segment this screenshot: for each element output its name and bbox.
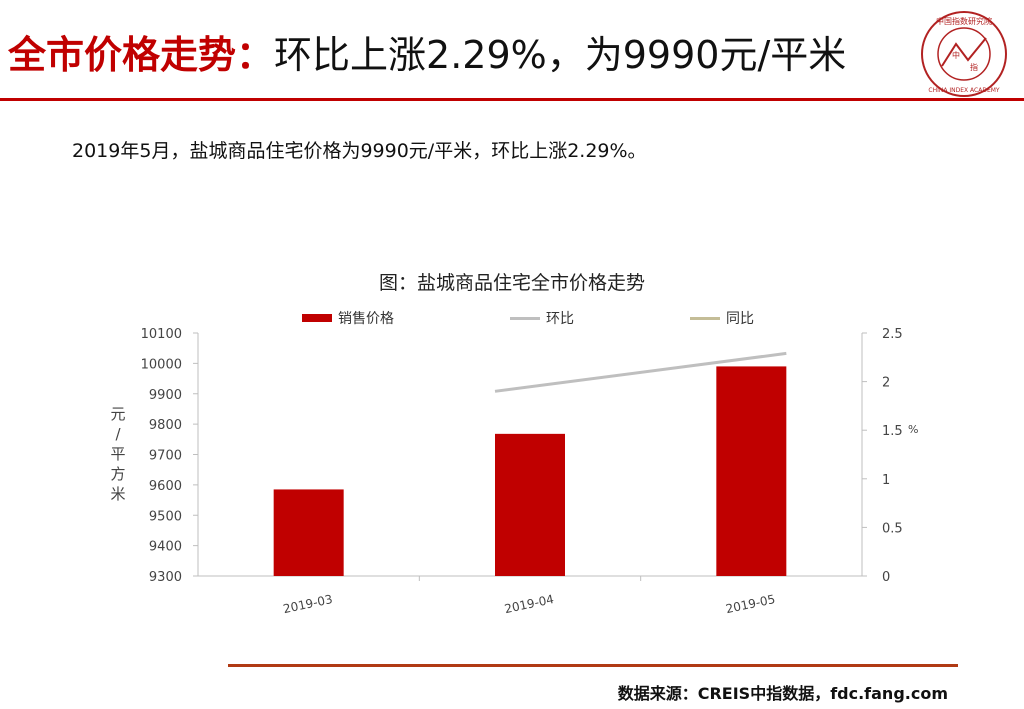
y2-tick-label: 0 [882,570,890,585]
page-title-main: 全市价格走势： [8,33,275,77]
y2-tick-label: 1.5 [882,424,903,439]
page-title-rest: 环比上涨2.29%，为9990元/平米 [274,33,847,77]
page-title: 全市价格走势：环比上涨2.29%，为9990元/平米 [8,24,846,80]
y-tick-label: 9400 [149,540,182,555]
legend-swatch-price [302,314,332,322]
legend-item-mom: 环比 [510,308,574,328]
y2-tick-label: 0.5 [882,521,903,536]
legend-swatch-yoy [690,316,720,320]
summary-text: 2019年5月，盐城商品住宅价格为9990元/平米，环比上涨2.29%。 [72,140,647,162]
logo-text-top: 中国指数研究院 [936,16,992,26]
y-tick-label: 9900 [149,388,182,403]
chart-bars [273,366,787,576]
x-tick-label: 2019-04 [503,592,555,616]
logo-text-bottom: CHINA INDEX ACADEMY [928,87,1000,94]
bar-price-2019-05 [716,366,787,576]
data-source: 数据来源：CREIS中指数据，fdc.fang.com [617,684,948,703]
bar-price-2019-03 [273,489,344,576]
y-axis-label: 元 / 平方米 [110,404,126,504]
y-tick-label: 9700 [149,449,182,464]
chart-title: 图：盐城商品住宅全市价格走势 [378,272,645,294]
y-tick-label: 9600 [149,479,182,494]
y-tick-label: 9300 [149,570,182,585]
legend-swatch-mom [510,316,540,320]
header-divider [0,98,1024,101]
y-tick-label: 10000 [141,357,182,372]
china-index-academy-logo: 中国指数研究院 CHINA INDEX ACADEMY 中 指 [921,11,1007,97]
y-tick-label: 10100 [141,327,182,342]
logo-center-right: 指 [970,62,978,72]
logo-center-left: 中 [952,50,960,60]
y-tick-label: 9500 [149,509,182,524]
y2-tick-label: 1 [882,473,890,488]
y-tick-label: 9800 [149,418,182,433]
y2-tick-label: 2 [882,376,890,391]
legend-item-yoy: 同比 [690,308,754,328]
y2-axis-unit: % [908,423,918,436]
bar-price-2019-04 [495,433,565,576]
footer-divider [228,664,958,667]
legend-item-price: 销售价格 [302,308,394,328]
legend-label-price: 销售价格 [338,311,394,327]
legend-label-yoy: 同比 [726,311,754,327]
legend-label-mom: 环比 [546,311,574,327]
x-tick-label: 2019-05 [725,592,777,616]
y2-tick-label: 2.5 [882,327,903,342]
chart-lines [494,351,787,393]
x-tick-label: 2019-03 [282,592,334,616]
line-mom [494,351,787,393]
y-axis-label-text: 元 / 平方米 [110,405,126,503]
